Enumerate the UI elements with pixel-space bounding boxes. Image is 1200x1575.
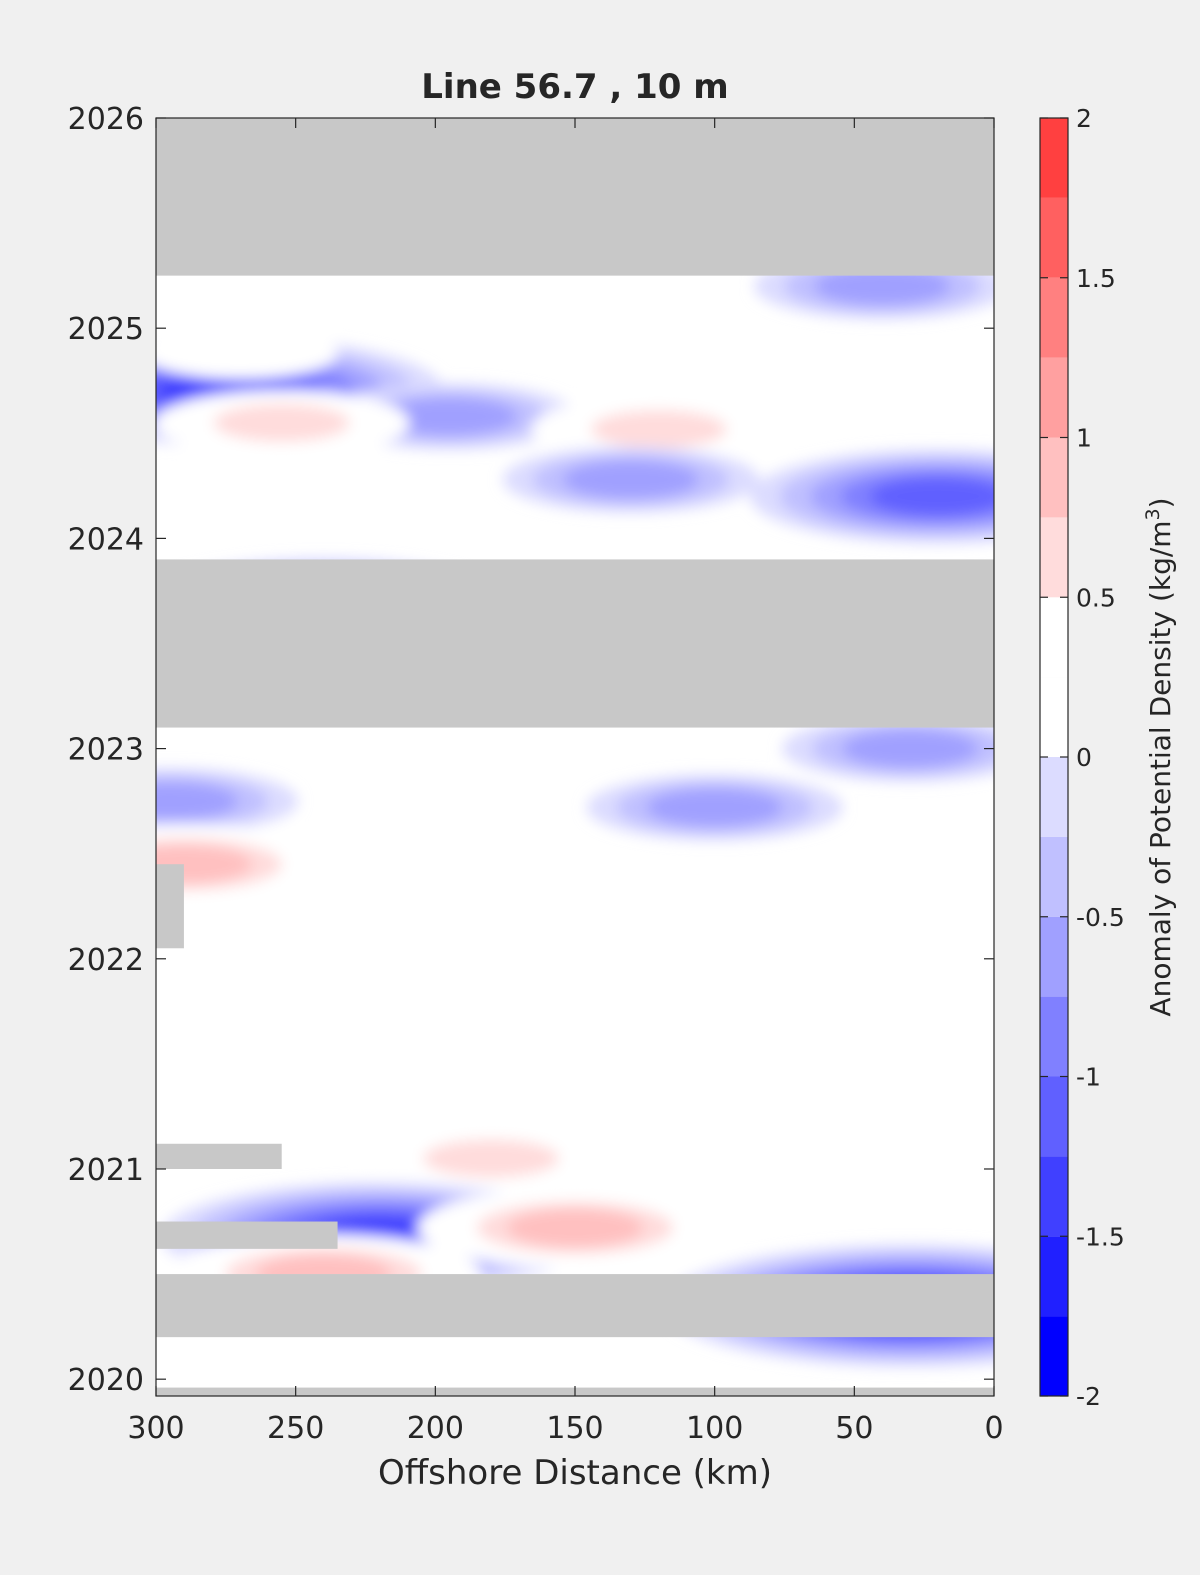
anomaly-feature-11-level-3 [646, 788, 783, 827]
anomaly-feature-21-level-2 [688, 1149, 825, 1188]
anomaly-feature-12-level-3 [842, 729, 979, 768]
anomaly-feature-15-level-3 [423, 1139, 560, 1178]
colorbar-label-suffix: ) [1144, 497, 1177, 508]
y-tick-label: 2022 [68, 943, 144, 978]
missing-data-region-3 [156, 1143, 282, 1169]
anomaly-feature-13-level-2 [171, 992, 308, 1031]
colorbar-band-15 [1040, 118, 1068, 198]
colorbar-band-8 [1040, 677, 1068, 757]
y-tick-label: 2021 [68, 1153, 144, 1188]
x-tick-label: 200 [407, 1411, 464, 1446]
colorbar-tick-label: 1.5 [1076, 264, 1116, 293]
anomaly-feature-1-level-3 [381, 397, 518, 436]
colorbar-band-14 [1040, 197, 1068, 278]
chart-title: Line 56.7 , 10 m [421, 67, 728, 107]
y-tick-label: 2020 [68, 1363, 144, 1398]
x-tick-label: 150 [546, 1411, 603, 1446]
plot-area: 300 250 200 150 100 50 0 202020212022202320242… [68, 102, 1004, 1446]
colorbar-band-10 [1040, 517, 1068, 598]
colorbar-band-5 [1040, 916, 1068, 997]
missing-data-region-4 [156, 1221, 338, 1249]
anomaly-feature-17-level-4 [507, 1208, 643, 1247]
anomaly-feature-7-level-3 [814, 267, 951, 306]
colorbar-band-4 [1040, 996, 1068, 1077]
y-tick-label: 2024 [68, 522, 144, 557]
anomaly-feature-20-level-2 [884, 1160, 994, 1199]
colorbar-tick-label: -1 [1076, 1063, 1101, 1092]
anomaly-feature-5-level-5 [870, 477, 994, 516]
colorbar-band-1 [1040, 1236, 1068, 1317]
x-tick-label: 250 [267, 1411, 324, 1446]
y-axis: 2020 2021 2022 2023 2024 2025 2026 [68, 102, 994, 1398]
y-tick-label: 2026 [68, 102, 144, 137]
anomaly-feature-4-level-3 [590, 410, 727, 449]
colorbar-tick-label: -0.5 [1076, 903, 1125, 932]
anomaly-feature-9-level-3 [156, 782, 238, 821]
colorbar-tick-label: 2 [1076, 104, 1092, 133]
x-axis-label: Offshore Distance (km) [378, 1453, 772, 1493]
colorbar-band-13 [1040, 277, 1068, 358]
missing-data-region-0 [156, 118, 994, 276]
anomaly-feature-3-level-2 [171, 334, 308, 373]
colorbar-tick-label: 0 [1076, 743, 1092, 772]
colorbar-label: Anomaly of Potential Density (kg/m3) [1142, 497, 1177, 1016]
colorbar-bands [1040, 118, 1068, 1396]
colorbar-band-0 [1040, 1316, 1068, 1396]
colorbar-tick-label: 0.5 [1076, 583, 1116, 612]
colorbar-ticks: -2 -1.5 -1 -0.5 0 0.5 1 1.5 2 [1040, 104, 1125, 1411]
colorbar-band-12 [1040, 357, 1068, 438]
missing-data-region-2 [156, 864, 184, 949]
x-tick-label: 100 [686, 1411, 743, 1446]
anomaly-feature-2-level-3 [213, 403, 350, 442]
y-tick-label: 2025 [68, 312, 144, 347]
colorbar-label-text: Anomaly of Potential Density (kg/m [1144, 520, 1177, 1016]
colorbar-band-11 [1040, 437, 1068, 518]
colorbar-band-7 [1040, 757, 1068, 837]
colorbar-label-superscript: 3 [1142, 508, 1164, 520]
colorbar-band-3 [1040, 1076, 1068, 1157]
missing-data-layer [156, 118, 994, 1396]
x-tick-label: 0 [984, 1411, 1003, 1446]
colorbar-band-2 [1040, 1156, 1068, 1237]
x-axis: 300 250 200 150 100 50 0 [127, 118, 1004, 1446]
colorbar-tick-label: 1 [1076, 424, 1092, 453]
missing-data-region-5 [156, 1274, 994, 1338]
anomaly-feature-14-level-2 [423, 1013, 560, 1052]
anomaly-feature-6-level-3 [562, 460, 699, 499]
colorbar-tick-label: -1.5 [1076, 1222, 1125, 1251]
colorbar-tick-label: -2 [1076, 1382, 1101, 1411]
missing-data-region-1 [156, 559, 994, 728]
colorbar: -2 -1.5 -1 -0.5 0 0.5 1 1.5 2 Anomaly of Potenti… [1039, 104, 1177, 1411]
x-tick-label: 300 [127, 1411, 184, 1446]
colorbar-band-9 [1040, 597, 1068, 678]
colorbar-band-6 [1040, 836, 1068, 917]
y-tick-label: 2023 [68, 733, 144, 768]
x-tick-label: 50 [835, 1411, 873, 1446]
